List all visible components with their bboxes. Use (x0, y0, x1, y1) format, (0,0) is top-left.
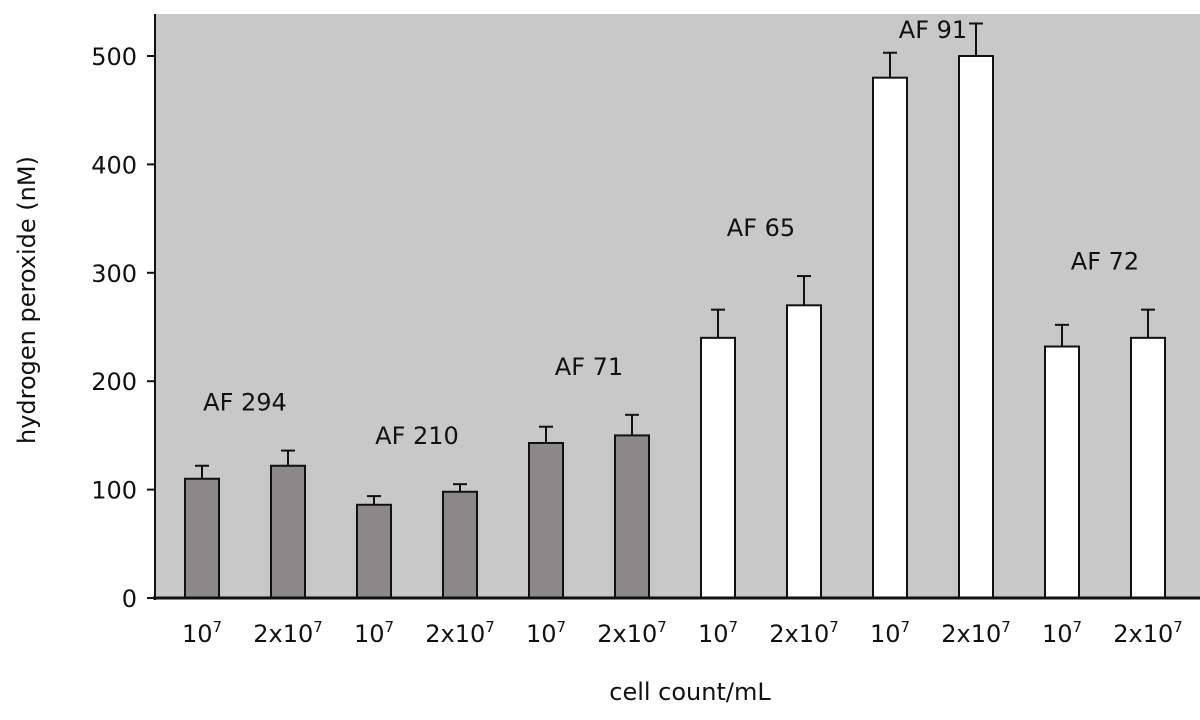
bar (958, 55, 994, 599)
bar (528, 441, 564, 599)
x-axis: 107 2x107 107 2x107 107 2x107 107 2x107 107 2x107… (153, 596, 1200, 648)
y-tick-label: 400 (91, 151, 137, 179)
x-tick-label: 2x107 (425, 618, 495, 648)
y-tick-label: 100 (91, 477, 137, 505)
bars-group (184, 55, 1166, 600)
bar (270, 464, 306, 600)
error-bars-group (195, 22, 1155, 505)
y-axis-title: hydrogen peroxide (nM) (13, 156, 41, 444)
bar (786, 304, 822, 599)
y-tick-label: 300 (91, 260, 137, 288)
bar (614, 434, 650, 599)
bar (1130, 336, 1166, 599)
y-axis: 0 100 200 300 400 500 (91, 14, 156, 613)
y-tick-label: 0 (122, 585, 137, 613)
strain-annotation: AF 294 (203, 389, 287, 417)
strain-annotation: AF 91 (899, 16, 967, 44)
plot-background (155, 14, 1200, 598)
y-axis-title-container: hydrogen peroxide (nM) (2, 120, 52, 480)
strain-annotations: AF 294 AF 210 AF 71 AF 65 AF 91 AF 72 (203, 16, 1139, 450)
x-tick-label: 2x107 (941, 618, 1011, 648)
x-tick-label: 2x107 (769, 618, 839, 648)
bar (700, 336, 736, 599)
y-tick-label: 500 (91, 43, 137, 71)
bar (356, 503, 392, 599)
x-tick-label: 2x107 (253, 618, 323, 648)
x-tick-label: 107 (870, 618, 910, 648)
y-tick-label: 200 (91, 368, 137, 396)
x-tick-label: 107 (526, 618, 566, 648)
strain-annotation: AF 72 (1071, 248, 1139, 276)
bar (872, 76, 908, 600)
x-tick-label: 107 (1042, 618, 1082, 648)
bar (442, 490, 478, 600)
bar (1044, 345, 1080, 599)
x-tick-label: 107 (698, 618, 738, 648)
strain-annotation: AF 210 (375, 422, 459, 450)
x-tick-label: 2x107 (1113, 618, 1183, 648)
strain-annotation: AF 65 (727, 214, 795, 242)
x-tick-label: 2x107 (597, 618, 667, 648)
bar (184, 477, 220, 600)
x-axis-title: cell count/mL (609, 678, 771, 706)
x-tick-label: 107 (354, 618, 394, 648)
strain-annotation: AF 71 (555, 353, 623, 381)
x-tick-label: 107 (182, 618, 222, 648)
